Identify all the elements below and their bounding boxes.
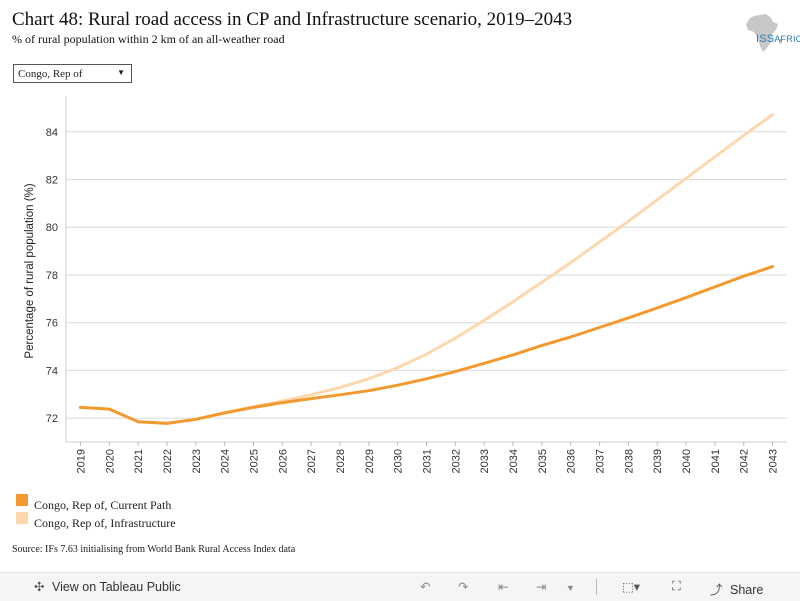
- x-tick-label: 2040: [681, 449, 693, 473]
- x-tick-label: 2030: [393, 449, 405, 473]
- series-line-infrastructure: [78, 113, 775, 425]
- y-tick-label: 74: [46, 365, 58, 377]
- x-tick-label: 2035: [537, 449, 549, 473]
- x-tick-label: 2032: [450, 449, 462, 473]
- tableau-toolbar: ✣ View on Tableau Public ↶ ↷ ⇤ ⇥ ▼ ⬚▾ ⛶ …: [0, 572, 800, 601]
- view-on-tableau-label: View on Tableau Public: [51, 580, 181, 594]
- country-filter-value: Congo, Rep of: [18, 68, 83, 80]
- x-tick-label: 2033: [479, 449, 491, 473]
- line-chart: 72 74 76 78 80 82 84 2019 2020 2021 2022 2023 2024 20…: [24, 96, 787, 473]
- legend-label-infrastructure: Congo, Rep of, Infrastructure: [34, 516, 176, 530]
- x-tick-label: 2043: [768, 449, 780, 473]
- share-icon: ⤴: [710, 583, 723, 597]
- y-axis-title: Percentage of rural population (%): [24, 183, 36, 358]
- africa-map-logo: [746, 14, 782, 52]
- x-tick-label: 2019: [75, 449, 87, 473]
- x-tick-label: 2026: [277, 449, 289, 473]
- x-tick-label: 2039: [652, 449, 664, 473]
- y-tick-label: 84: [46, 127, 58, 139]
- x-tick-label: 2028: [335, 449, 347, 473]
- x-tick-label: 2022: [162, 449, 174, 473]
- series-line-current-path: [78, 265, 775, 425]
- legend-swatch-infrastructure: [16, 512, 28, 524]
- x-tick-label: 2038: [623, 449, 635, 473]
- y-tick-label: 78: [46, 270, 58, 282]
- y-tick-label: 76: [46, 318, 58, 330]
- x-tick-label: 2027: [306, 449, 318, 473]
- y-tick-label: 72: [46, 413, 58, 425]
- chart-title: Chart 48: Rural road access in CP and In…: [12, 9, 573, 30]
- country-filter-dropdown[interactable]: Congo, Rep of ▼: [13, 64, 132, 83]
- legend-label-current-path: Congo, Rep of, Current Path: [34, 498, 172, 512]
- share-button[interactable]: ⤴ Share: [710, 579, 763, 598]
- refresh-icon[interactable]: ⇥: [536, 580, 547, 594]
- logo-text: ISSAFRICA: [756, 33, 800, 45]
- view-on-tableau-button[interactable]: ✣ View on Tableau Public: [34, 579, 181, 594]
- redo-icon[interactable]: ↷: [458, 580, 469, 594]
- revert-icon[interactable]: ⇤: [498, 580, 509, 594]
- logo-small-text: AFRICA: [774, 34, 800, 44]
- x-tick-label: 2037: [595, 449, 607, 473]
- tableau-logo-icon: ✣: [34, 580, 45, 594]
- x-tick-label: 2023: [191, 449, 203, 473]
- x-tick-label: 2042: [739, 449, 751, 473]
- toolbar-divider: [596, 579, 597, 595]
- dropdown-arrow-icon: ▼: [117, 68, 125, 77]
- download-icon[interactable]: ⬚▾: [622, 580, 641, 594]
- x-tick-label: 2041: [710, 449, 722, 473]
- x-tick-label: 2024: [220, 449, 232, 473]
- x-tick-label: 2020: [104, 449, 116, 473]
- x-tick-label: 2029: [364, 449, 376, 473]
- undo-icon[interactable]: ↶: [420, 580, 431, 594]
- refresh-dropdown-icon[interactable]: ▼: [566, 583, 575, 593]
- x-tick-label: 2021: [133, 449, 145, 473]
- x-tick-label: 2031: [422, 449, 434, 473]
- share-label: Share: [730, 583, 764, 597]
- chart-subtitle: % of rural population within 2 km of an …: [12, 32, 285, 46]
- source-note: Source: IFs 7.63 initialising from World…: [12, 544, 296, 555]
- y-tick-label: 80: [46, 222, 58, 234]
- x-tick-label: 2036: [566, 449, 578, 473]
- legend-swatch-current-path: [16, 494, 28, 506]
- x-tick-label: 2034: [508, 449, 520, 473]
- x-tick-label: 2025: [248, 449, 260, 473]
- fullscreen-icon[interactable]: ⛶: [672, 579, 681, 593]
- logo-main-text: ISS: [756, 33, 775, 45]
- y-tick-label: 82: [46, 175, 58, 187]
